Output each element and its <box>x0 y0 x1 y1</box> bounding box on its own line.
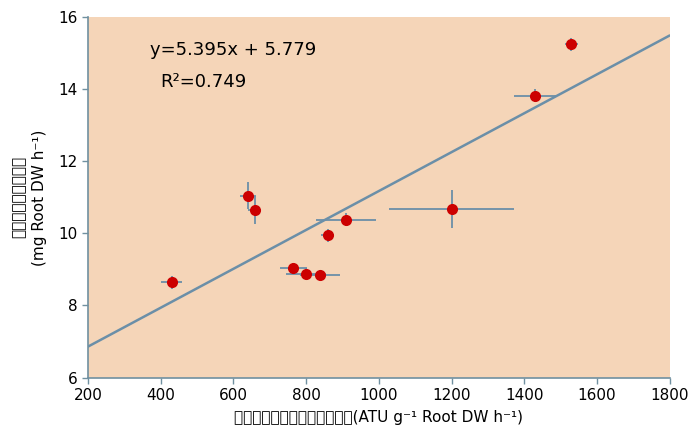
Text: y=5.395x + 5.779: y=5.395x + 5.779 <box>150 41 316 58</box>
Text: R²=0.749: R²=0.749 <box>161 73 247 91</box>
Y-axis label: ソルゴレオン分泌量
(mg Root DW h⁻¹): ソルゴレオン分泌量 (mg Root DW h⁻¹) <box>11 129 47 266</box>
X-axis label: 難水溶性硝化抑制物質分泌量(ATU g⁻¹ Root DW h⁻¹): 難水溶性硝化抑制物質分泌量(ATU g⁻¹ Root DW h⁻¹) <box>234 410 524 425</box>
